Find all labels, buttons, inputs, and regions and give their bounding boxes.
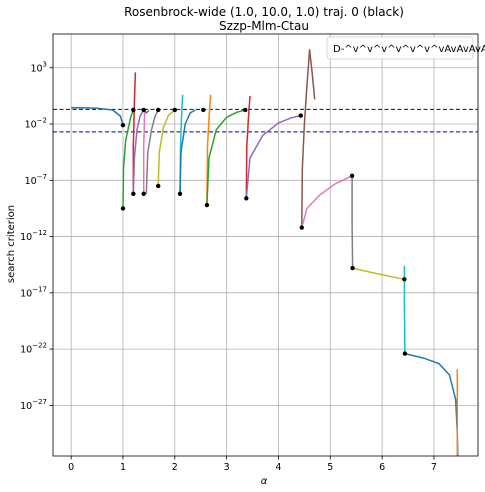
y-tick-exponent: −17 (32, 285, 47, 293)
series-layer (71, 49, 459, 457)
y-tick-label: 10−12 (20, 229, 47, 243)
series-line (122, 109, 135, 209)
series-line (245, 95, 251, 199)
x-tick-label: 2 (172, 462, 178, 473)
series-line (132, 109, 145, 194)
series-line (301, 49, 316, 228)
chart-subtitle: Szzp-Mlm-Ctau (219, 19, 309, 33)
series-line (179, 109, 196, 194)
y-tick-exponent: −12 (32, 229, 47, 237)
trajectory-point (244, 196, 249, 201)
legend: D-^v^v^v^v^v^v^vAvAvAvAv (326, 36, 485, 60)
series-line (245, 114, 301, 199)
trajectory-point (141, 191, 146, 196)
plot-area-frame (52, 33, 479, 457)
x-tick-label: 1 (120, 462, 126, 473)
trajectory-point (299, 225, 304, 230)
y-tick-exponent: −27 (32, 398, 47, 406)
trajectory-point (402, 351, 408, 356)
series-line (142, 109, 146, 194)
reference-lines (53, 108, 478, 133)
y-tick-base: 10 (30, 63, 42, 74)
x-axis-label: α (261, 476, 268, 487)
x-tick-label: 0 (68, 462, 74, 473)
trajectory-point (131, 191, 136, 196)
y-tick-label: 10−22 (20, 342, 47, 356)
series-line (404, 352, 459, 457)
y-tick-exponent: −22 (32, 342, 47, 350)
chart-title: Rosenbrock-wide (1.0, 10.0, 1.0) traj. 0… (124, 5, 404, 19)
y-tick-base: 10 (25, 120, 37, 131)
y-tick-exponent: 3 (43, 60, 47, 68)
trajectory-point (243, 107, 248, 113)
y-tick-exponent: −7 (37, 173, 47, 181)
y-tick-base: 10 (20, 345, 32, 356)
trajectory-point (131, 107, 136, 113)
y-axis-label: search criterion (6, 205, 17, 283)
y-tick-base: 10 (20, 288, 32, 299)
y-tick-base: 10 (20, 232, 32, 243)
trajectory-point (402, 277, 407, 282)
legend-entry: D-^v^v^v^v^v^v^vAvAvAvAv (333, 44, 485, 55)
trajectory-point (120, 122, 126, 128)
trajectory-point (298, 113, 303, 118)
series-line (351, 173, 354, 269)
x-tick-label: 5 (327, 462, 333, 473)
series-line (157, 109, 176, 186)
trajectory-point (177, 191, 183, 196)
trajectory-point (156, 107, 161, 113)
trajectory-point (120, 206, 126, 211)
series-line (206, 94, 212, 206)
series-line (71, 106, 124, 126)
trajectory-point (204, 202, 210, 208)
series-line (301, 175, 353, 228)
y-tick-base: 10 (20, 401, 32, 412)
y-tick-base: 10 (25, 176, 37, 187)
marker-layer (120, 107, 408, 356)
y-tick-label: 10−27 (20, 398, 47, 412)
y-tick-label: 103 (30, 60, 47, 74)
trajectory-point (349, 173, 355, 178)
y-tick-label: 10−7 (25, 173, 47, 187)
series-line (352, 267, 405, 281)
series-line (132, 72, 137, 194)
y-tick-exponent: −2 (37, 117, 47, 125)
trajectory-point (156, 183, 161, 189)
trajectory-point (141, 107, 146, 113)
legend-box (326, 36, 474, 60)
x-tick-label: 6 (379, 462, 385, 473)
trajectory-point (172, 107, 177, 113)
series-line (206, 109, 246, 206)
y-tick-label: 10−2 (25, 117, 47, 131)
y-tick-label: 10−17 (20, 285, 47, 299)
trajectory-point (350, 265, 355, 271)
x-tick-label: 7 (431, 462, 437, 473)
x-tick-label: 4 (275, 462, 281, 473)
series-line (145, 109, 159, 194)
grid-layer (53, 34, 478, 456)
trajectory-point (201, 107, 206, 113)
x-tick-label: 3 (224, 462, 230, 473)
